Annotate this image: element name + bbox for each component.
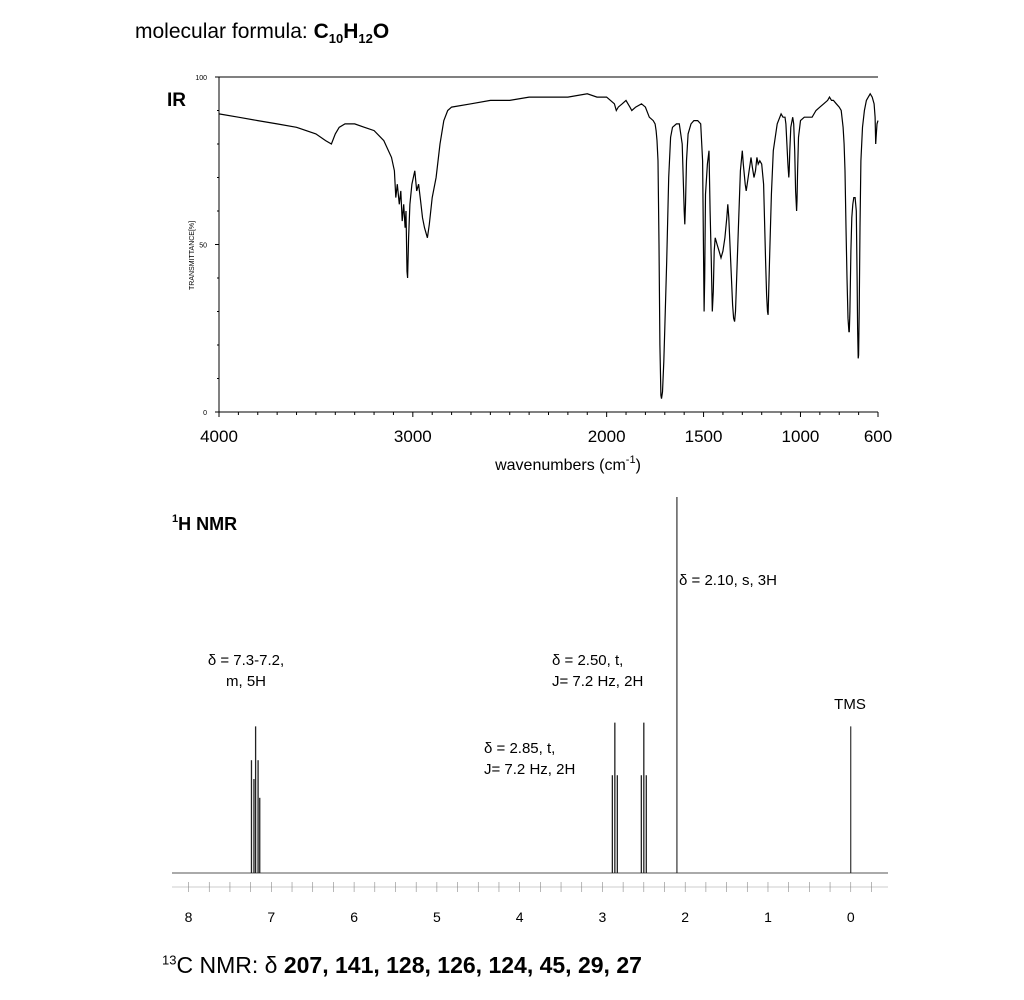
nmr-title-sup: 1 (172, 513, 178, 525)
nmr-annotation-line: J= 7.2 Hz, 2H (484, 761, 575, 778)
nmr-annotation-line: δ = 2.85, t, (484, 740, 555, 757)
ir-y-tick-label: 50 (199, 243, 207, 250)
nmr-x-tick-label: 5 (433, 909, 441, 925)
nmr-baseline (172, 872, 888, 888)
ir-x-tick-label: 2000 (588, 427, 626, 446)
ir-y-tick-label: 0 (203, 410, 207, 417)
nmr-annotation-line: m, 5H (226, 673, 266, 690)
nmr-x-tick-label: 7 (267, 909, 275, 925)
nmr-x-tick-label: 6 (350, 909, 358, 925)
ir-x-tick-label: 1000 (782, 427, 820, 446)
formula-atom-c: C (313, 20, 329, 43)
nmr-x-tick-label: 1 (764, 909, 772, 925)
ir-spectrum-chart: 4000 3000 2000 1500 1000 600 0 50 100 IR TRANSM… (167, 75, 892, 474)
carbon-nmr-values: 207, 141, 128, 126, 124, 45, 29, 27 (283, 952, 642, 978)
formula-sub-h: 12 (358, 31, 373, 47)
molecular-formula: molecular formula: C10H12O (135, 20, 389, 46)
ir-y-ticks: 0 50 100 (195, 75, 219, 417)
ir-spectrum-line (218, 92, 879, 399)
nmr-title-main: H NMR (178, 514, 237, 534)
ir-x-tick-label: 1500 (685, 427, 723, 446)
ir-x-axis-label-sup: -1 (626, 454, 636, 466)
nmr-annotation-line: δ = 7.3-7.2, (208, 652, 284, 669)
nmr-x-tick-label: 2 (681, 909, 689, 925)
nmr-title: 1H NMR (172, 513, 237, 534)
ir-x-tick-label: 600 (864, 427, 892, 446)
ir-y-axis-label: TRANSMITTANCE[%] (189, 221, 196, 290)
ir-x-tick-label: 3000 (394, 427, 432, 446)
formula-atom-h: H (343, 20, 359, 43)
ir-x-axis-label-main: wavenumbers (cm (494, 457, 626, 474)
nmr-x-tick-label: 8 (185, 909, 193, 925)
nmr-x-tick-label: 4 (516, 909, 524, 925)
ir-x-tick-label: 4000 (200, 427, 238, 446)
nmr-annotation-line: δ = 2.10, s, 3H (679, 572, 777, 589)
ir-x-axis-label-suffix: ) (636, 457, 641, 474)
nmr-x-ticks: 8 7 6 5 4 3 2 1 0 (185, 882, 872, 925)
formula-sub-c: 10 (328, 31, 344, 47)
nmr-annotation-line: δ = 2.50, t, (552, 652, 623, 669)
formula-prefix: molecular formula: (135, 20, 314, 43)
formula-value: C10H12O (313, 20, 390, 47)
carbon-nmr-prefix: C NMR: δ (176, 952, 284, 978)
formula-atom-o: O (372, 20, 390, 43)
ir-title: IR (167, 90, 186, 111)
nmr-annotations: δ = 7.3-7.2, m, 5H δ = 2.85, t, J= 7.2 Hz, … (208, 572, 866, 778)
ir-x-ticks: 4000 3000 2000 1500 1000 600 (200, 412, 892, 446)
ir-y-tick-label: 100 (195, 75, 207, 82)
nmr-x-tick-label: 3 (599, 909, 607, 925)
nmr-peaks (250, 497, 852, 873)
nmr-annotation-line: J= 7.2 Hz, 2H (552, 673, 643, 690)
nmr-annotation-line: TMS (834, 696, 866, 713)
nmr-x-tick-label: 0 (847, 909, 855, 925)
carbon-nmr-data: 13C NMR: δ 207, 141, 128, 126, 124, 45, … (162, 952, 642, 979)
ir-x-axis-label: wavenumbers (cm-1) (494, 454, 641, 474)
carbon-nmr-sup: 13 (162, 952, 177, 968)
